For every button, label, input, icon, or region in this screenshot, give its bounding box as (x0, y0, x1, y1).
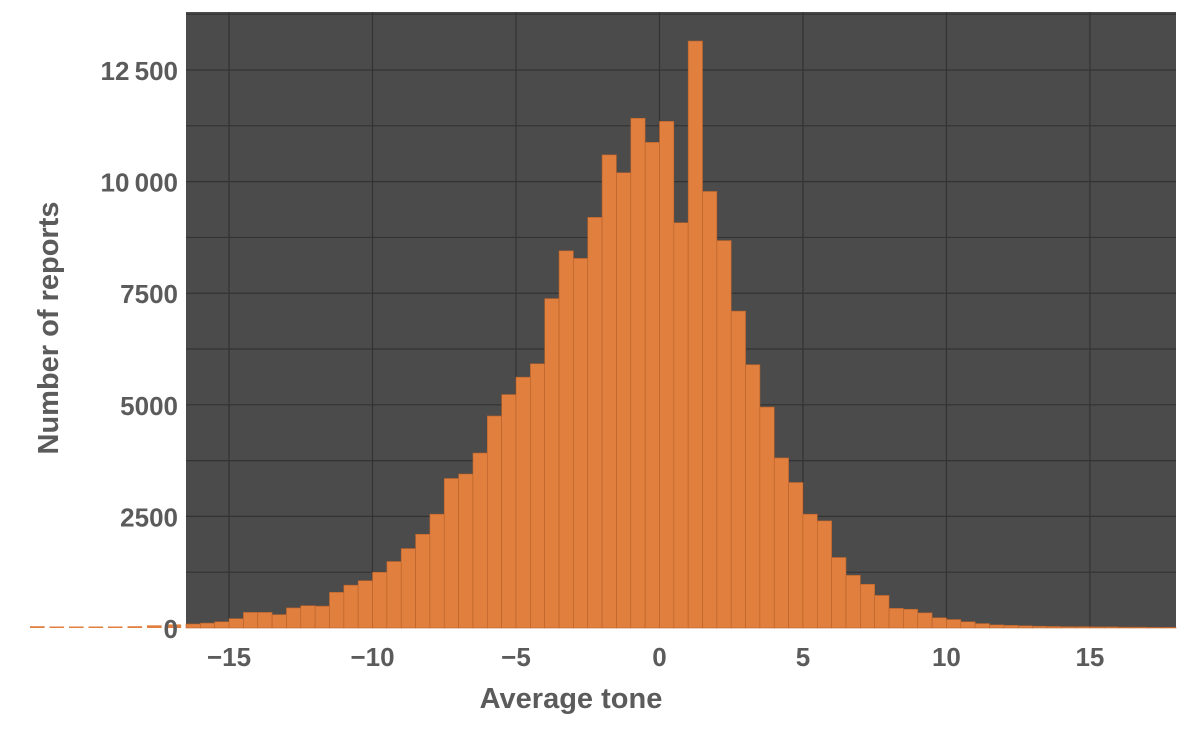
histogram-bar (702, 191, 718, 629)
histogram-bar (185, 623, 201, 629)
histogram-bar (931, 617, 947, 629)
histogram-bar (831, 557, 847, 629)
histogram-bar (1046, 626, 1062, 629)
histogram-bar (587, 217, 603, 629)
histogram-bar (200, 622, 215, 629)
histogram-bar (960, 621, 976, 629)
x-tick-label: 15 (1075, 642, 1104, 672)
y-tick-label: 10 000 (100, 168, 178, 198)
histogram-bar (1075, 626, 1091, 629)
histogram-bar (1118, 626, 1134, 629)
histogram-bar (903, 608, 919, 629)
x-tick-label: 0 (652, 642, 666, 672)
histogram-bar (472, 452, 488, 629)
histogram-bar (1017, 625, 1033, 629)
overflow-bar (108, 626, 123, 628)
histogram-bar (429, 513, 445, 629)
histogram-bar (558, 250, 574, 629)
histogram-bar (530, 363, 545, 629)
overflow-bar (49, 626, 65, 628)
overflow-bar (147, 625, 162, 628)
histogram-bar (1003, 625, 1019, 629)
y-tick-label: 5000 (120, 391, 178, 421)
overflow-bar (30, 626, 45, 628)
histogram-bars (185, 40, 1177, 629)
histogram-bar (501, 394, 517, 629)
histogram-bar (1032, 625, 1048, 629)
histogram-bar (687, 40, 703, 629)
overflow-bar (88, 626, 104, 628)
histogram-bar (1103, 626, 1119, 629)
histogram-bar (400, 548, 416, 629)
x-tick-label: 10 (932, 642, 961, 672)
histogram-bar (845, 575, 861, 629)
histogram-bar (759, 406, 775, 629)
histogram-bar (716, 240, 732, 629)
histogram-bar (286, 607, 302, 629)
histogram-bar (874, 595, 890, 629)
histogram-bar (415, 533, 431, 629)
histogram-bar (888, 608, 904, 629)
histogram-bar (989, 624, 1005, 629)
histogram-bar (271, 614, 287, 629)
y-tick-label: 12 500 (100, 56, 178, 86)
overflow-bins (30, 624, 182, 628)
overflow-bar (127, 626, 143, 628)
histogram-bar (487, 415, 502, 629)
histogram-bar (601, 154, 617, 629)
histogram-bar (1060, 626, 1076, 629)
histogram-bar (515, 376, 531, 629)
overflow-bar (69, 626, 84, 628)
histogram-bar (730, 310, 746, 629)
histogram-bar (329, 591, 345, 629)
histogram-bar (644, 142, 660, 629)
y-tick-label: 2500 (120, 502, 178, 532)
histogram-bar (443, 478, 459, 629)
histogram-bar (817, 520, 832, 629)
histogram-bar (544, 298, 560, 629)
histogram-bar (1161, 627, 1177, 629)
histogram-bar (1147, 627, 1162, 629)
histogram-bar (300, 605, 316, 629)
x-tick-label: −5 (501, 642, 531, 672)
overflow-bar (166, 624, 182, 628)
y-axis-label: Number of reports (33, 202, 65, 455)
histogram-bar (228, 618, 244, 629)
histogram-bar (745, 364, 761, 629)
histogram-bar (458, 473, 474, 629)
x-axis-label: Average tone (480, 683, 663, 715)
histogram-bar (616, 172, 632, 629)
histogram-bar (773, 457, 789, 629)
y-tick-label: 7500 (120, 279, 178, 309)
histogram-bar (788, 482, 804, 629)
histogram-bar (917, 612, 933, 629)
x-tick-label: −10 (350, 642, 394, 672)
histogram-bar (357, 580, 373, 629)
x-tick-label: −15 (207, 642, 251, 672)
histogram-bar (802, 513, 818, 629)
x-axis-ticks: −15 −10 −5 0 5 10 15 (207, 642, 1104, 672)
histogram-bar (974, 623, 990, 629)
histogram-bar (343, 584, 359, 629)
histogram-bar (630, 117, 646, 629)
histogram-bar (372, 571, 388, 629)
histogram-bar (214, 621, 230, 629)
histogram-bar (1089, 626, 1105, 629)
histogram-bar (314, 605, 330, 629)
x-tick-label: 5 (796, 642, 810, 672)
y-tick-label: 0 (164, 614, 178, 644)
histogram-bar (946, 619, 962, 629)
histogram-bar (659, 121, 675, 629)
histogram-bar (673, 222, 689, 629)
histogram-bar (1132, 626, 1148, 629)
y-axis-ticks: 0 2500 5000 7500 10 000 12 500 (100, 56, 178, 644)
histogram-bar (243, 612, 259, 629)
histogram-bar (386, 561, 402, 629)
histogram-bar (573, 258, 589, 629)
histogram-bar (257, 612, 273, 629)
histogram-bar (860, 583, 875, 629)
